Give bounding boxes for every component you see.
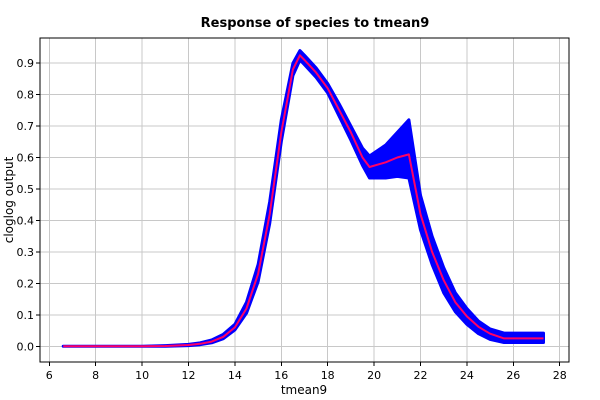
y-axis-ticks: 0.0 0.1 0.2 0.3 0.4 0.5 0.6 0.7 0.8 0.9 (17, 57, 40, 353)
y-tick-label: 0.3 (17, 246, 35, 259)
x-tick-label: 14 (228, 369, 242, 382)
y-tick-label: 0.2 (17, 277, 35, 290)
y-tick-label: 0.8 (17, 89, 35, 102)
y-tick-label: 0.7 (17, 120, 35, 133)
x-tick-label: 24 (460, 369, 474, 382)
y-tick-label: 0.4 (17, 214, 35, 227)
x-tick-label: 16 (274, 369, 288, 382)
grid-lines (40, 38, 569, 362)
x-axis-ticks: 6 8 10 12 14 16 18 20 22 24 26 28 (46, 362, 567, 382)
x-tick-label: 26 (506, 369, 520, 382)
x-axis-label: tmean9 (281, 383, 327, 397)
y-tick-label: 0.0 (17, 340, 35, 353)
y-axis-label: cloglog output (2, 156, 16, 243)
chart-title: Response of species to tmean9 (201, 16, 430, 31)
plot-frame (39, 37, 570, 363)
x-tick-label: 20 (367, 369, 381, 382)
x-tick-label: 28 (553, 369, 567, 382)
y-tick-label: 0.6 (17, 152, 35, 165)
y-tick-label: 0.1 (17, 309, 35, 322)
x-tick-label: 18 (321, 369, 335, 382)
mean-response-polyline (63, 54, 544, 348)
x-tick-label: 22 (414, 369, 428, 382)
x-tick-label: 12 (181, 369, 195, 382)
x-tick-label: 8 (92, 369, 99, 382)
mean-response-line (63, 54, 544, 348)
x-tick-label: 6 (46, 369, 53, 382)
x-tick-label: 10 (135, 369, 149, 382)
y-tick-label: 0.5 (17, 183, 35, 196)
y-tick-label: 0.9 (17, 57, 35, 70)
